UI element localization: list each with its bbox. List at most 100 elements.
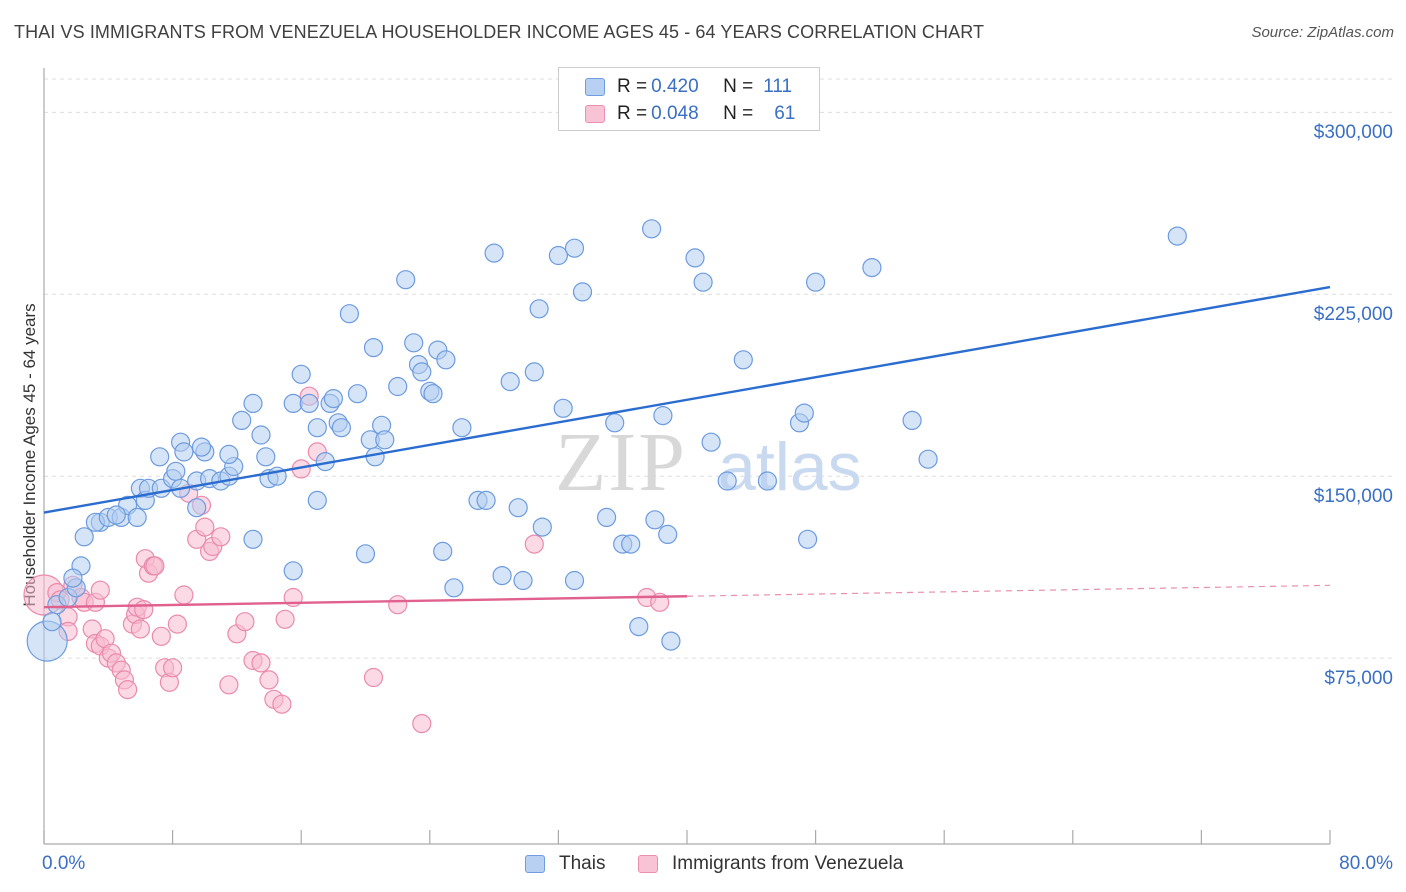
legend-swatch-blue	[585, 78, 605, 96]
chart-source: Source: ZipAtlas.com	[1251, 24, 1394, 41]
legend-n-label: N =	[723, 76, 754, 97]
point-thais	[661, 631, 681, 651]
point-thais	[232, 410, 252, 430]
point-venezuela	[167, 614, 187, 634]
point-thais	[299, 393, 319, 413]
point-thais	[553, 398, 573, 418]
legend-r-value: 0.420	[651, 76, 699, 97]
legend-n-label: N =	[723, 103, 754, 124]
point-thais	[283, 561, 303, 581]
point-venezuela	[235, 612, 255, 632]
point-thais	[500, 372, 520, 392]
point-thais	[733, 350, 753, 370]
legend-r-label: R =	[617, 103, 648, 124]
point-thais	[339, 304, 359, 324]
point-venezuela	[272, 694, 292, 714]
point-venezuela	[219, 675, 239, 695]
point-venezuela	[259, 670, 279, 690]
bottom-legend-thais: Thais	[525, 852, 605, 876]
series-thais	[26, 219, 1187, 662]
point-thais	[347, 384, 368, 404]
point-thais	[127, 507, 147, 528]
point-thais	[433, 541, 453, 562]
point-thais	[529, 299, 549, 319]
bottom-legend-label-thais: Thais	[559, 853, 606, 874]
point-thais	[658, 524, 678, 545]
point-thais	[797, 529, 818, 549]
point-thais	[363, 338, 384, 358]
point-thais	[564, 238, 585, 258]
point-thais	[444, 578, 464, 598]
legend-r-label: R =	[617, 76, 648, 97]
point-thais	[187, 498, 207, 518]
legend-n-value: 61	[774, 103, 796, 124]
point-thais	[388, 376, 408, 397]
point-thais	[492, 565, 512, 586]
point-thais	[508, 498, 528, 518]
point-thais	[701, 432, 721, 452]
point-thais	[524, 362, 544, 382]
point-thais	[605, 413, 625, 433]
point-thais	[794, 403, 814, 423]
point-thais	[219, 444, 239, 464]
point-thais	[42, 612, 62, 632]
point-thais	[166, 461, 186, 481]
point-thais	[412, 362, 432, 382]
watermark-atlas: atlas	[718, 429, 862, 505]
point-thais	[74, 527, 94, 547]
point-thais	[476, 490, 496, 510]
legend-n-value: 111	[763, 76, 793, 97]
point-thais	[717, 471, 737, 491]
watermark: ZIP atlas	[555, 416, 862, 509]
point-venezuela	[363, 667, 384, 688]
axes	[43, 68, 1331, 845]
bottom-legend-label-venezuela: Immigrants from Venezuela	[672, 853, 904, 874]
legend-r-value: 0.048	[651, 103, 699, 124]
series-venezuela	[23, 386, 670, 734]
bottom-legend-swatch-pink	[638, 855, 658, 873]
point-venezuela	[275, 609, 295, 629]
point-thais	[256, 447, 276, 467]
point-thais	[564, 570, 585, 591]
trend-line-venezuela-dashed	[686, 584, 1331, 597]
bottom-legend-venezuela: Immigrants from Venezuela	[638, 852, 903, 876]
point-thais	[629, 616, 649, 637]
watermark-zip: ZIP	[555, 416, 687, 509]
point-thais	[251, 425, 271, 445]
point-thais	[375, 430, 395, 450]
point-thais	[150, 447, 170, 467]
point-thais	[396, 270, 416, 290]
point-thais	[918, 449, 938, 469]
legend-swatch-pink	[585, 105, 605, 123]
point-thais	[307, 490, 327, 510]
point-thais	[596, 507, 617, 528]
point-venezuela	[130, 619, 150, 639]
point-thais	[621, 534, 641, 554]
point-thais	[404, 333, 424, 353]
point-venezuela	[251, 653, 271, 673]
point-thais	[436, 350, 456, 370]
point-thais	[532, 517, 552, 537]
point-thais	[106, 505, 126, 525]
point-thais	[757, 471, 778, 491]
point-thais	[355, 544, 376, 564]
chart-title: THAI VS IMMIGRANTS FROM VENEZUELA HOUSEH…	[14, 22, 985, 42]
y-tick-label: $225,000	[1313, 304, 1393, 326]
point-thais	[693, 272, 713, 292]
x-tick-label-max: 80.0%	[1339, 853, 1393, 874]
point-thais	[191, 437, 212, 457]
trend-lines	[43, 285, 1331, 609]
point-thais	[862, 258, 882, 278]
point-thais	[653, 406, 673, 426]
y-tick-label: $150,000	[1313, 486, 1393, 508]
point-venezuela	[388, 595, 408, 615]
point-venezuela	[151, 626, 171, 646]
point-thais	[513, 570, 533, 591]
point-thais	[645, 510, 665, 530]
point-venezuela	[211, 527, 231, 547]
point-thais	[484, 243, 504, 263]
trend-line-venezuela	[43, 595, 688, 609]
point-venezuela	[117, 679, 138, 700]
legend-row-thais: R = 0.420 N = 111	[585, 76, 792, 98]
